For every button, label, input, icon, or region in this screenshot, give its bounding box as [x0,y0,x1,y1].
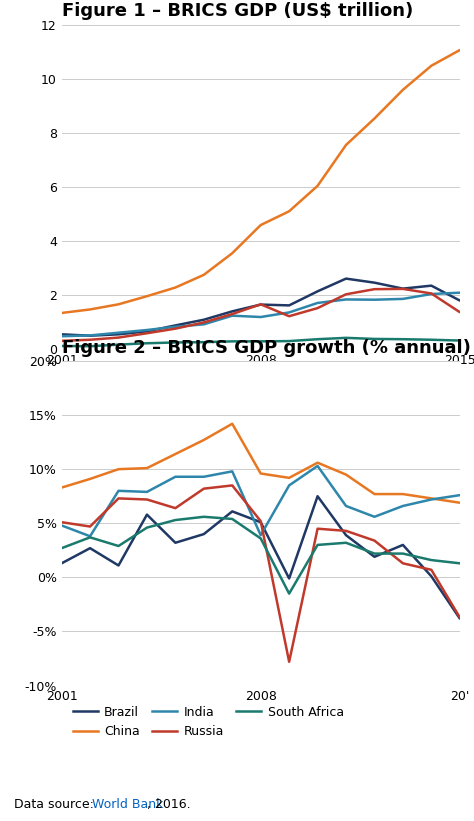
Text: Data source:: Data source: [14,798,98,811]
Text: Figure 2 – BRICS GDP growth (% annual): Figure 2 – BRICS GDP growth (% annual) [62,338,471,356]
Text: World Bank: World Bank [92,798,164,811]
Legend: Brazil, China, India, Russia, South Africa: Brazil, China, India, Russia, South Afri… [68,700,349,743]
Text: Figure 1 – BRICS GDP (US$ trillion): Figure 1 – BRICS GDP (US$ trillion) [62,2,413,21]
Text: , 2016.: , 2016. [147,798,191,811]
